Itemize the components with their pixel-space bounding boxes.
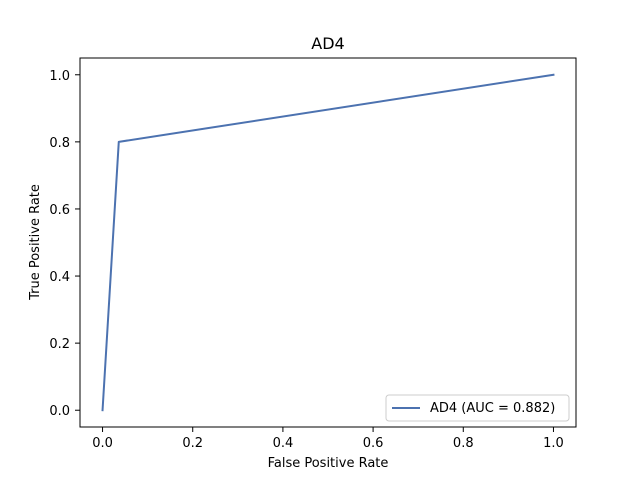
x-tick-label: 0.4 — [273, 436, 294, 451]
x-tick-label: 0.6 — [363, 436, 384, 451]
y-tick-label: 0.8 — [49, 136, 70, 151]
legend: AD4 (AUC = 0.882) — [385, 394, 570, 422]
chart-title: AD4 — [311, 34, 344, 53]
y-tick-label: 0.2 — [49, 337, 70, 352]
y-axis-ticks: 0.0 0.2 0.4 0.6 0.8 1.0 — [49, 69, 80, 419]
plot-frame — [79, 57, 577, 428]
x-axis-ticks: 0.0 0.2 0.4 0.6 0.8 1.0 — [92, 427, 564, 451]
x-tick-label: 0.8 — [453, 436, 474, 451]
y-tick-label: 0.4 — [49, 270, 70, 285]
x-axis-title: False Positive Rate — [268, 456, 389, 471]
roc-series-line — [101, 73, 555, 412]
y-tick-label: 0.6 — [49, 203, 70, 218]
y-axis-title: True Positive Rate — [28, 184, 43, 301]
series-layer — [101, 73, 555, 412]
x-tick-label: 1.0 — [543, 436, 564, 451]
legend-box — [385, 394, 570, 422]
plot-area — [79, 57, 577, 428]
x-tick-label: 0.0 — [92, 436, 113, 451]
y-tick-label: 0.0 — [49, 404, 70, 419]
x-tick-label: 0.2 — [182, 436, 203, 451]
y-tick-label: 1.0 — [49, 69, 70, 84]
legend-label: AD4 (AUC = 0.882) — [430, 401, 555, 416]
